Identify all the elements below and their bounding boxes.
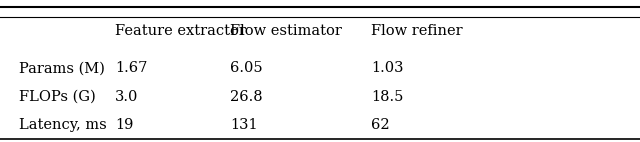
Text: 1.03: 1.03 — [371, 61, 404, 75]
Text: 26.8: 26.8 — [230, 90, 263, 104]
Text: Flow estimator: Flow estimator — [230, 24, 342, 38]
Text: 19: 19 — [115, 118, 134, 132]
Text: 62: 62 — [371, 118, 390, 132]
Text: 6.05: 6.05 — [230, 61, 263, 75]
Text: Flow refiner: Flow refiner — [371, 24, 463, 38]
Text: FLOPs (G): FLOPs (G) — [19, 90, 96, 104]
Text: 131: 131 — [230, 118, 258, 132]
Text: Feature extractor: Feature extractor — [115, 24, 246, 38]
Text: 1.67: 1.67 — [115, 61, 148, 75]
Text: 3.0: 3.0 — [115, 90, 139, 104]
Text: Params (M): Params (M) — [19, 61, 105, 75]
Text: 18.5: 18.5 — [371, 90, 404, 104]
Text: Latency, ms: Latency, ms — [19, 118, 107, 132]
